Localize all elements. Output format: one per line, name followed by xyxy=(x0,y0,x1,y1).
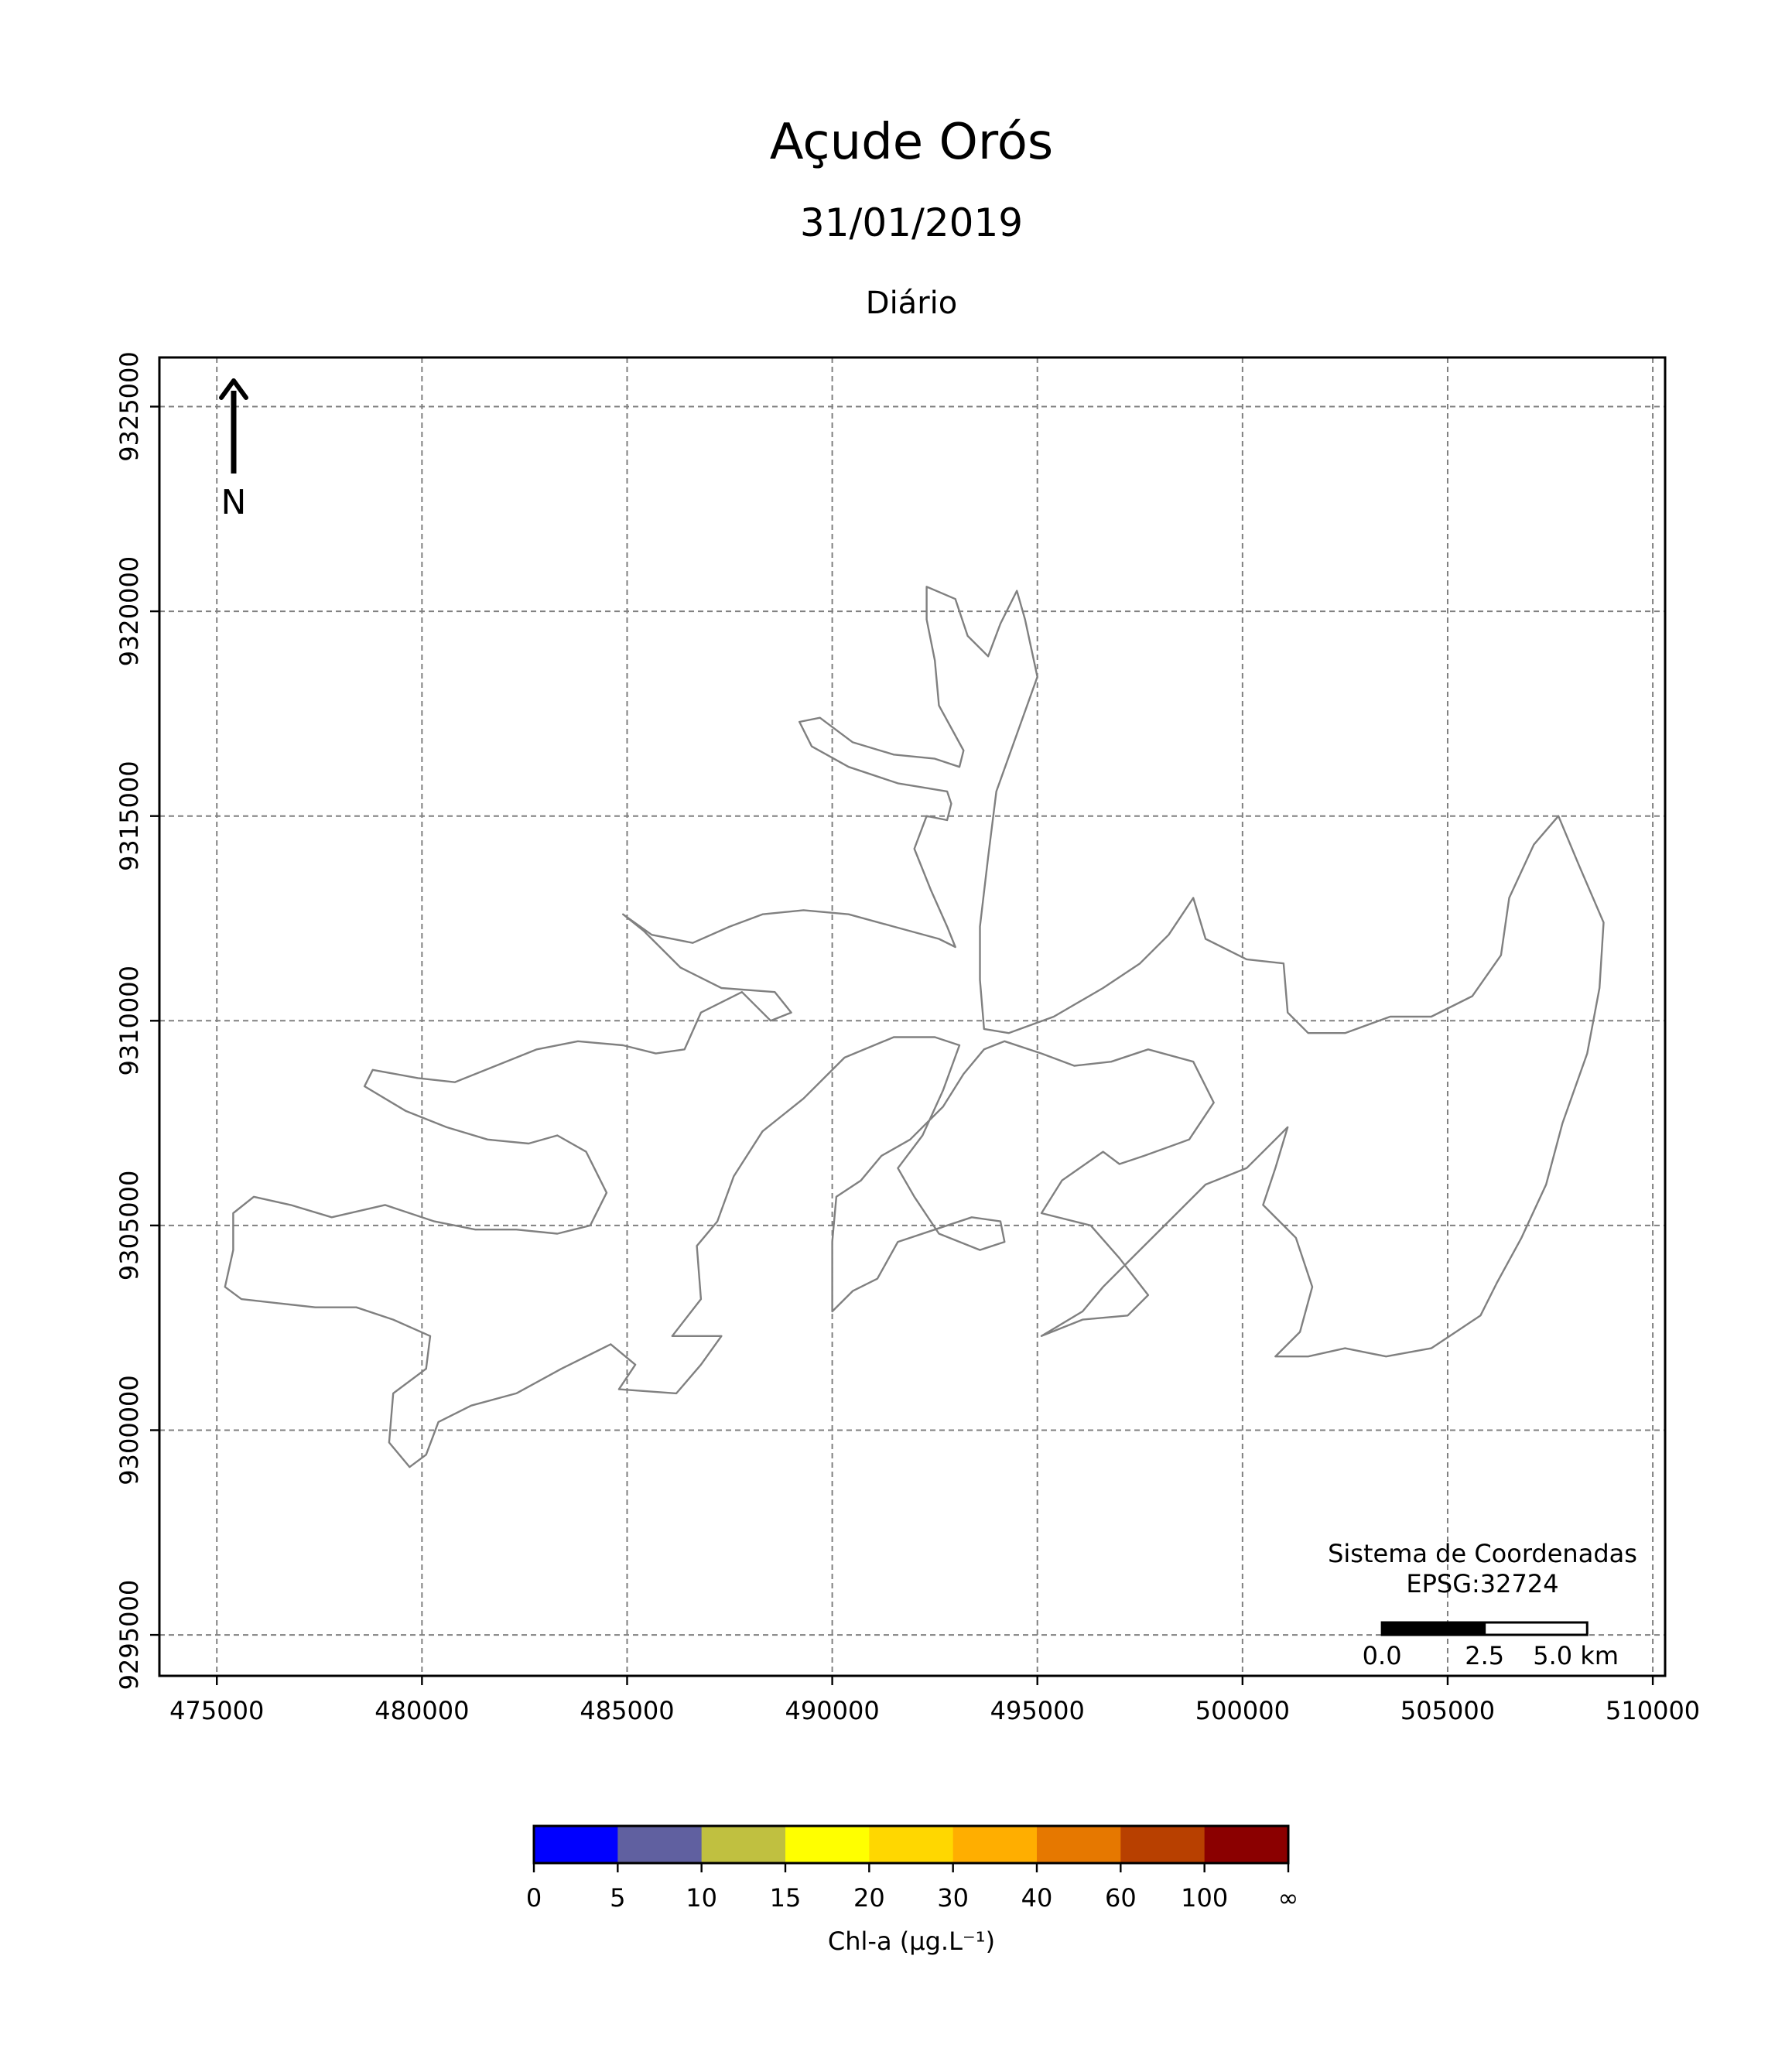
colorbar-label: Chl-a (μg.L⁻¹) xyxy=(828,1927,995,1956)
x-tick-label: 495000 xyxy=(990,1696,1085,1725)
colorbar-segment xyxy=(534,1826,618,1863)
scale-bar-label: 0.0 xyxy=(1363,1641,1402,1670)
scale-bar-label: 5.0 km xyxy=(1533,1641,1619,1670)
x-tick-label: 480000 xyxy=(374,1696,469,1725)
x-tick-label: 510000 xyxy=(1606,1696,1700,1725)
scale-bar-segment xyxy=(1483,1621,1589,1636)
colorbar-tick-label: 20 xyxy=(853,1883,885,1913)
scale-bar-label: 2.5 xyxy=(1465,1641,1504,1670)
map-title: Açude Orós xyxy=(770,114,1054,171)
colorbar-tick-label: 100 xyxy=(1181,1883,1228,1913)
colorbar-tick-label: 0 xyxy=(526,1883,542,1913)
colorbar-tick-label: 5 xyxy=(610,1883,625,1913)
y-tick-label: 9320000 xyxy=(115,556,144,667)
colorbar: 0 5 10 15 20 30 40 60 100 ∞ xyxy=(526,1824,1299,1913)
colorbar-segment xyxy=(1120,1826,1205,1863)
scale-bar: 0.0 2.5 5.0 km xyxy=(1363,1621,1619,1670)
colorbar-tick-label: ∞ xyxy=(1278,1883,1299,1913)
colorbar-segment xyxy=(617,1826,703,1863)
x-tick-label: 500000 xyxy=(1195,1696,1290,1725)
axis-ticks: 475000 480000 485000 490000 495000 500000 5050… xyxy=(115,351,1700,1725)
x-tick-label: 485000 xyxy=(580,1696,674,1725)
y-tick-label: 9305000 xyxy=(115,1171,144,1281)
colorbar-segment xyxy=(869,1826,954,1863)
x-tick-label: 490000 xyxy=(785,1696,880,1725)
colorbar-frame xyxy=(532,1824,1290,1865)
colorbar-segment xyxy=(1037,1826,1121,1863)
y-tick-label: 9315000 xyxy=(115,761,144,871)
colorbar-tick-label: 15 xyxy=(770,1883,802,1913)
scale-bar-segment xyxy=(1380,1621,1486,1636)
y-tick-label: 9295000 xyxy=(115,1580,144,1691)
map-date: 31/01/2019 xyxy=(800,200,1023,245)
x-tick-label: 505000 xyxy=(1400,1696,1495,1725)
colorbar-tick-label: 40 xyxy=(1021,1883,1053,1913)
colorbar-segment xyxy=(701,1826,786,1863)
colorbar-segment xyxy=(1204,1826,1289,1863)
colorbar-tick-label: 10 xyxy=(686,1883,717,1913)
y-tick-label: 9325000 xyxy=(115,351,144,462)
reservoir-shoreline xyxy=(224,586,1605,1468)
map-grid xyxy=(159,357,1665,1676)
crs-name: Sistema de Coordenadas xyxy=(1328,1539,1637,1568)
colorbar-segment xyxy=(952,1826,1038,1863)
colorbar-tick-label: 30 xyxy=(937,1883,969,1913)
y-tick-label: 9310000 xyxy=(115,966,144,1076)
north-label: N xyxy=(221,483,247,522)
crs-code: EPSG:32724 xyxy=(1406,1569,1558,1598)
y-tick-label: 9300000 xyxy=(115,1375,144,1486)
map-period: Diário xyxy=(866,285,957,321)
colorbar-segment xyxy=(785,1826,870,1863)
north-arrow: N xyxy=(219,378,248,522)
map-frame xyxy=(158,356,1667,1677)
x-tick-label: 475000 xyxy=(169,1696,264,1725)
colorbar-tick-label: 60 xyxy=(1105,1883,1137,1913)
arrow-up-icon xyxy=(219,378,248,400)
